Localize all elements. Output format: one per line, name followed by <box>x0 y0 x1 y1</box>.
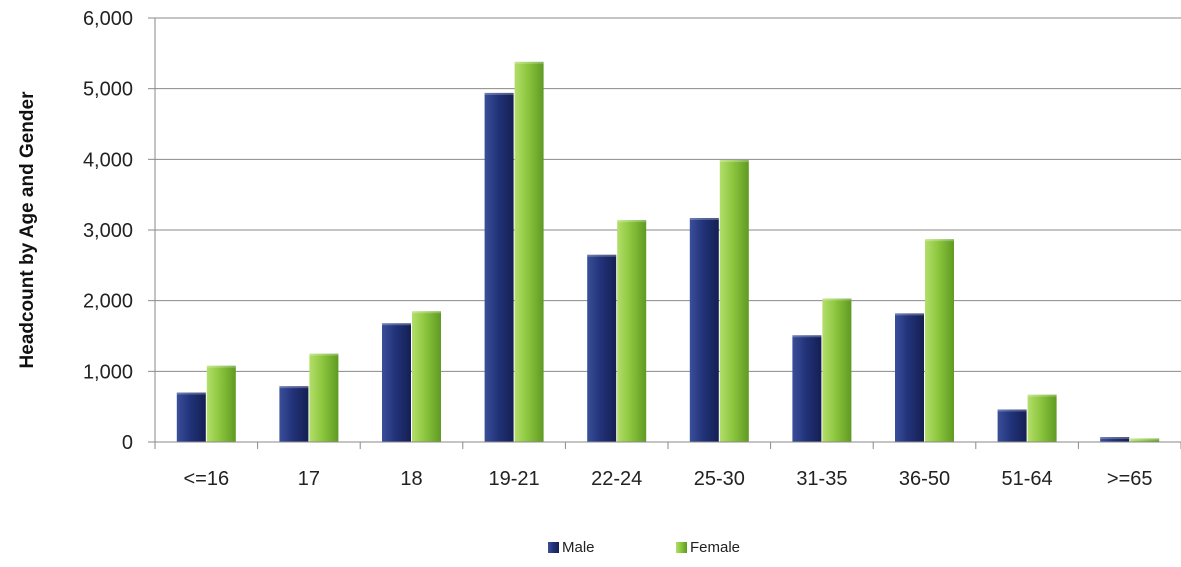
bar-male-9 <box>1100 437 1130 442</box>
bar-male-2 <box>382 323 411 442</box>
y-tick-label: 0 <box>122 432 133 454</box>
legend-label-female: Female <box>690 539 740 556</box>
y-tick-label: 1,000 <box>83 361 133 383</box>
bar-highlight <box>822 298 852 301</box>
bar-highlight <box>719 160 749 163</box>
bar-highlight <box>514 61 544 64</box>
bar-highlight <box>792 335 822 338</box>
legend: Male Female <box>548 539 740 556</box>
bar-male-3 <box>484 92 514 442</box>
x-tick-label: 25-30 <box>694 468 745 490</box>
y-tick-label: 3,000 <box>83 220 133 242</box>
bar-highlight <box>176 392 206 395</box>
bar-male-6 <box>792 335 822 442</box>
y-tick-label: 4,000 <box>83 149 133 171</box>
bar-male-7 <box>895 313 924 442</box>
bar-female-3 <box>514 61 544 443</box>
x-tick-label: 17 <box>298 468 320 490</box>
bar-female-6 <box>822 298 852 442</box>
bar-female-7 <box>925 239 954 442</box>
y-tick-label: 5,000 <box>83 79 133 101</box>
x-tick-label: 19-21 <box>489 468 540 490</box>
x-tick-label: 18 <box>400 468 422 490</box>
bar-highlight <box>587 254 617 257</box>
x-tick-label: <=16 <box>183 468 229 490</box>
gridlines <box>155 17 1181 372</box>
bar-female-8 <box>1027 394 1057 442</box>
bar-highlight <box>279 386 309 389</box>
bar-highlight <box>1130 438 1160 441</box>
bar-highlight <box>997 409 1027 412</box>
bar-male-4 <box>587 254 617 442</box>
axes: 0 1,000 2,000 3,000 4,000 5,000 6,000 <=16 17 18 1… <box>83 8 1181 490</box>
legend-swatch-female <box>676 542 687 553</box>
x-tick-label: >=65 <box>1107 468 1153 490</box>
bar-highlight <box>309 353 339 356</box>
y-axis-label: Headcount by Age and Gender <box>17 91 38 369</box>
bar-highlight <box>925 239 954 242</box>
bar-highlight <box>412 311 441 314</box>
bar-male-5 <box>689 217 719 442</box>
bar-female-1 <box>309 353 339 442</box>
bar-highlight <box>689 217 719 220</box>
x-tick-label: 31-35 <box>796 468 847 490</box>
bar-highlight <box>1100 437 1130 440</box>
x-tick-label: 22-24 <box>591 468 642 490</box>
bar-female-9 <box>1130 438 1160 442</box>
bar-highlight <box>484 92 514 95</box>
x-tick-label: 36-50 <box>899 468 950 490</box>
x-tick-label: 51-64 <box>1002 468 1053 490</box>
bar-female-2 <box>412 311 441 442</box>
bar-highlight <box>617 220 647 223</box>
y-tick-label: 2,000 <box>83 291 133 313</box>
legend-swatch-male <box>548 542 559 553</box>
legend-label-male: Male <box>562 539 595 556</box>
bar-female-4 <box>617 220 647 442</box>
bar-female-5 <box>719 160 749 443</box>
y-tick-label: 6,000 <box>83 8 133 30</box>
bar-highlight <box>1027 394 1057 397</box>
bar-male-1 <box>279 386 309 442</box>
bar-highlight <box>206 365 236 368</box>
bar-male-8 <box>997 409 1027 442</box>
bar-male-0 <box>176 392 206 442</box>
bar-highlight <box>382 323 411 326</box>
bar-female-0 <box>206 365 236 442</box>
bar-highlight <box>895 313 924 316</box>
bars <box>176 61 1160 443</box>
